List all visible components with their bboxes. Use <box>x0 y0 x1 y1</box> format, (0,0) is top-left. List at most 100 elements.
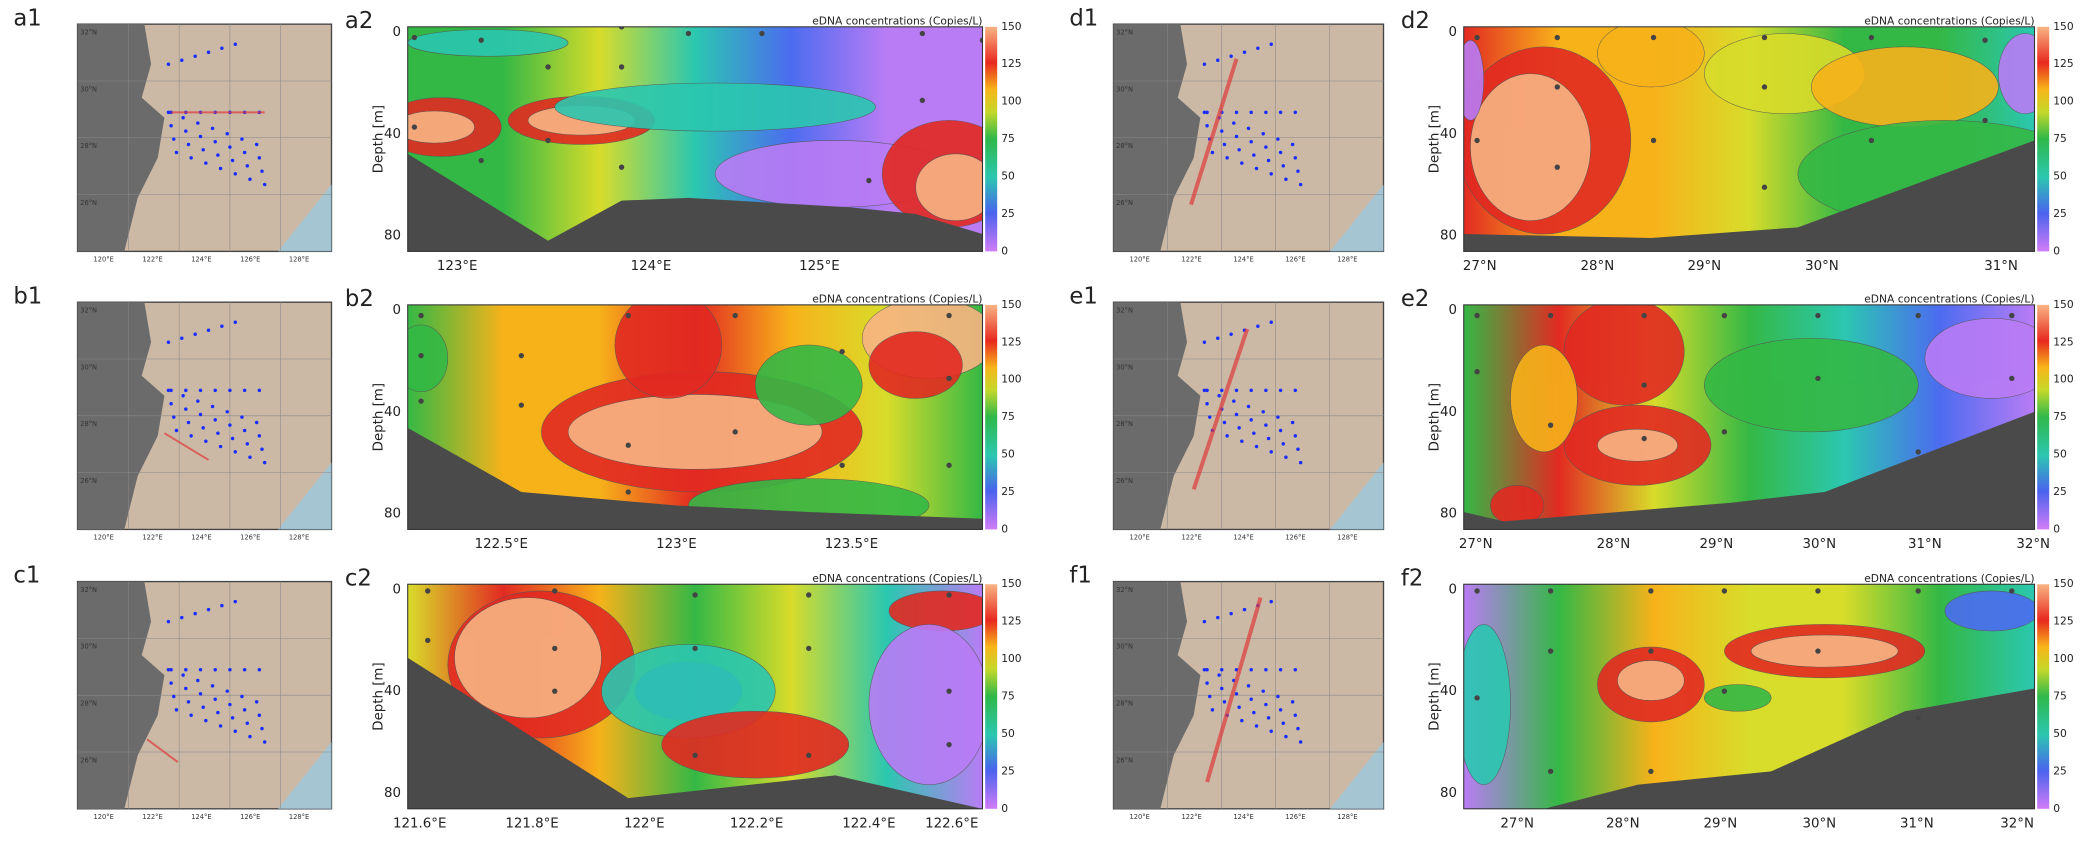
station <box>184 668 187 671</box>
lon-tick-label: 126°E <box>240 255 260 263</box>
station-dot <box>1916 715 1921 720</box>
station <box>213 389 216 392</box>
contour-blob <box>1751 635 1898 667</box>
section-panel: 04080123°E124°E125°EDepth [m]a2025507510… <box>345 8 1022 274</box>
contour-blob <box>1704 338 1918 432</box>
station <box>1211 151 1214 154</box>
station <box>220 604 223 607</box>
lat-tick-label: 32°N <box>1116 307 1133 315</box>
station <box>1294 156 1297 159</box>
station <box>228 703 231 706</box>
station-dot <box>626 313 631 318</box>
station-dot <box>1722 588 1727 593</box>
station <box>207 329 210 332</box>
colorbar-tick-label: 25 <box>2053 485 2067 498</box>
station <box>213 697 216 700</box>
station-dot <box>1474 35 1479 40</box>
x-tick-label: 122°E <box>624 817 665 832</box>
station-dot <box>1722 689 1727 694</box>
x-tick-label: 123.5°E <box>825 537 878 552</box>
lon-tick-label: 128°E <box>1337 255 1357 263</box>
colorbar-tick-label: 75 <box>1001 132 1015 145</box>
lat-tick-label: 30°N <box>1116 363 1133 371</box>
x-tick-label: 123°E <box>656 537 697 552</box>
station-dot <box>686 31 691 36</box>
contour-blob <box>1945 591 2039 631</box>
panel-label: a1 <box>13 5 41 31</box>
colorbar-tick-label: 125 <box>1001 57 1021 70</box>
lon-tick-label: 122°E <box>1181 255 1201 263</box>
contour-blob <box>889 591 996 631</box>
lon-tick-label: 126°E <box>240 813 260 821</box>
station <box>1267 437 1270 440</box>
station-dot <box>425 588 430 593</box>
lat-tick-label: 30°N <box>80 85 97 93</box>
y-tick-label: 0 <box>1449 25 1457 40</box>
station <box>1243 50 1246 53</box>
station <box>1237 148 1240 151</box>
station <box>189 156 192 159</box>
station <box>1294 389 1297 392</box>
station-dot <box>2009 376 2014 381</box>
station <box>243 151 246 154</box>
station <box>1216 616 1219 619</box>
station <box>240 695 243 698</box>
figure: 32°N 30°N 28°N 26°N 120°E 122°E 124°E 126°E 128°… <box>0 0 2096 845</box>
x-tick-label: 28°N <box>1606 817 1640 832</box>
station <box>172 137 175 140</box>
station <box>216 153 219 156</box>
station-dot <box>1762 84 1767 89</box>
station <box>1264 703 1267 706</box>
station <box>1294 714 1297 717</box>
colorbar-tick-label: 25 <box>1001 764 1015 777</box>
section-field <box>381 24 1016 251</box>
colorbar-tick-label: 150 <box>2053 298 2074 311</box>
colorbar-tick-label: 125 <box>1001 615 1021 628</box>
station-dot <box>1982 38 1987 43</box>
station <box>263 183 266 186</box>
station <box>181 394 184 397</box>
station <box>207 50 210 53</box>
station <box>180 337 183 340</box>
station-dot <box>692 753 697 758</box>
contour-blob <box>615 292 722 399</box>
section-field <box>1457 584 2038 809</box>
station <box>169 402 172 405</box>
station-dot <box>1916 588 1921 593</box>
colorbar-tick-label: 125 <box>2053 57 2073 70</box>
lon-tick-label: 124°E <box>191 255 211 263</box>
station <box>1299 461 1302 464</box>
station <box>231 159 234 162</box>
y-tick-label: 80 <box>1440 228 1457 243</box>
y-tick-label: 80 <box>384 786 401 801</box>
lat-tick-label: 30°N <box>1116 85 1133 93</box>
station <box>220 46 223 49</box>
panel-label: f1 <box>1069 563 1091 589</box>
station-dot <box>1982 118 1987 123</box>
section-panel: 0408027°N28°N29°N30°N31°N32°NDepth [m]e2… <box>1401 286 2074 552</box>
lon-tick-label: 122°E <box>142 813 162 821</box>
panel-label: f2 <box>1401 565 1423 591</box>
contour-blob <box>1470 74 1590 221</box>
contour-blob <box>755 345 862 425</box>
station-dot <box>626 443 631 448</box>
station-dot <box>479 38 484 43</box>
lon-tick-label: 120°E <box>1130 813 1150 821</box>
station-dot <box>619 64 624 69</box>
y-tick-label: 0 <box>1449 583 1457 598</box>
station <box>1294 668 1297 671</box>
station-dot <box>1916 449 1921 454</box>
station <box>211 684 214 687</box>
colorbar-tick-label: 125 <box>1001 335 1021 348</box>
station <box>1240 439 1243 442</box>
contour-blob <box>1457 624 1510 784</box>
station <box>255 700 258 703</box>
station <box>196 399 199 402</box>
station-dot <box>733 429 738 434</box>
station <box>184 129 187 132</box>
station-dot <box>545 138 550 143</box>
station <box>1208 415 1211 418</box>
lat-tick-label: 26°N <box>1116 477 1133 485</box>
y-axis-label: Depth [m] <box>371 662 386 730</box>
